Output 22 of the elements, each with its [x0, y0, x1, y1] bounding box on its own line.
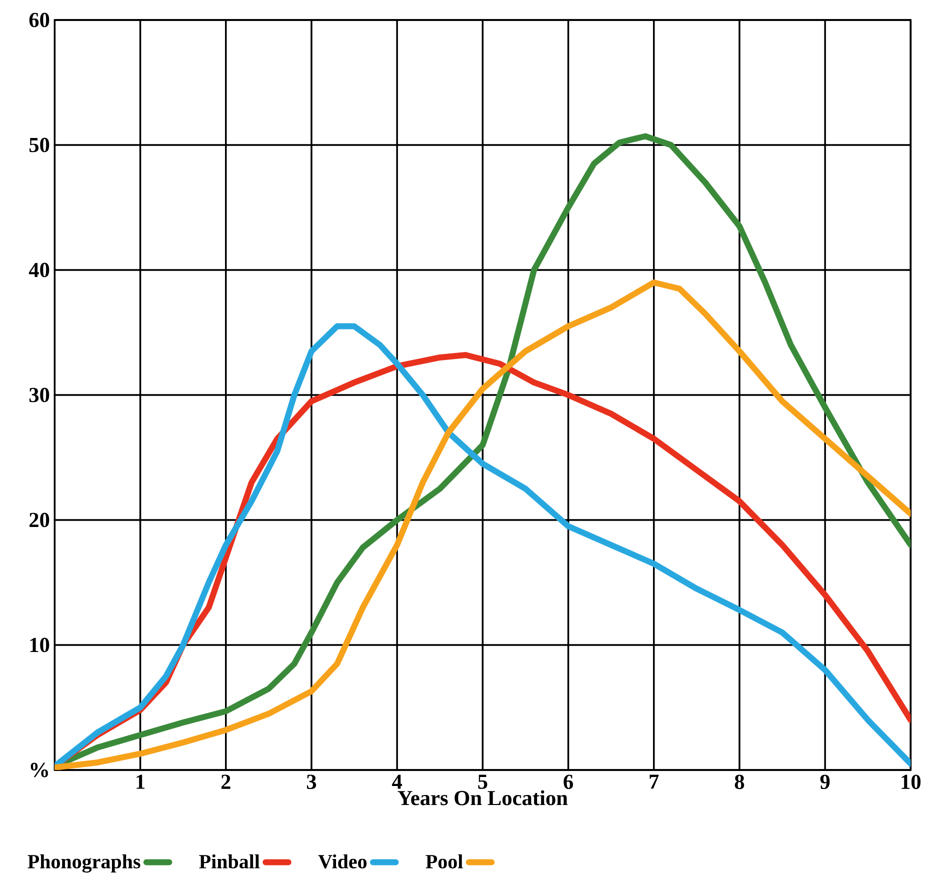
y-tick-label: 40 [28, 262, 50, 278]
y-tick-label: 60 [29, 12, 50, 28]
x-tick-label: 10 [902, 774, 921, 790]
x-tick-label: 9 [820, 774, 830, 790]
legend-label: Phonographs [28, 854, 140, 873]
x-tick-label: 2 [221, 774, 230, 789]
y-tick-label: % [30, 762, 48, 778]
x-tick-label: 7 [650, 774, 659, 789]
y-tick-label: 10 [30, 638, 50, 652]
x-tick-label: 8 [734, 774, 744, 790]
y-tick-label: 50 [29, 138, 50, 152]
y-tick-label: 20 [30, 512, 50, 528]
legend-label: Video [318, 854, 367, 868]
x-axis-title: Years On Location [398, 790, 568, 806]
x-tick-label: 3 [306, 774, 316, 790]
legend-label: Pool [426, 854, 463, 868]
x-tick-label: 6 [564, 774, 573, 790]
legend-label: Pinball [199, 854, 260, 868]
y-tick-label: 30 [29, 388, 50, 402]
x-tick-label: 4 [392, 774, 402, 789]
x-tick-label: 1 [136, 774, 144, 789]
x-tick-label: 5 [478, 774, 488, 789]
